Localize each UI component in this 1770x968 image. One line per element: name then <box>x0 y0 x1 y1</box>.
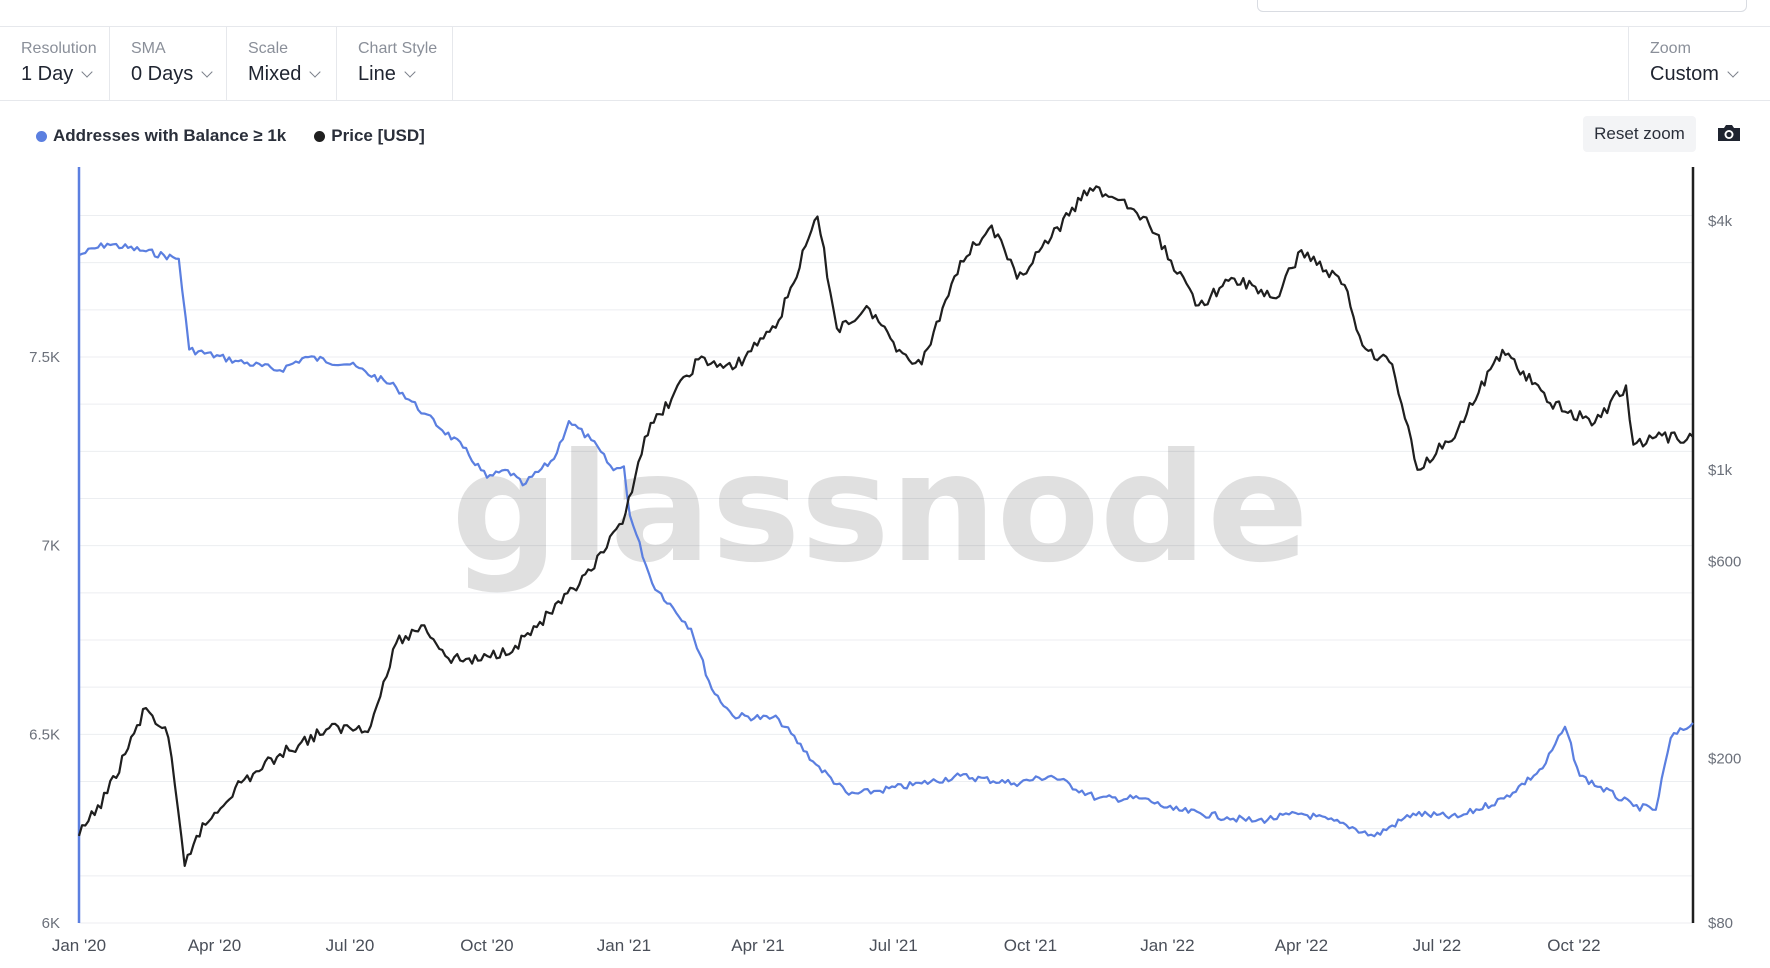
y-right-tick-label: $600 <box>1708 553 1741 570</box>
x-tick-label: Apr '20 <box>188 936 241 955</box>
chevron-down-icon <box>81 66 93 78</box>
x-tick-label: Jan '21 <box>597 936 651 955</box>
x-axis: Jan '20 Apr '20 Jul '20 Oct '20 Jan '21 Apr '… <box>52 936 1601 955</box>
x-tick-label: Jan '22 <box>1140 936 1194 955</box>
addresses-series-line[interactable] <box>78 242 1694 838</box>
sma-label: SMA <box>131 40 166 57</box>
y-right-tick-label: $4k <box>1708 213 1733 230</box>
x-tick-label: Jul '20 <box>326 936 375 955</box>
legend-item-addresses[interactable]: Addresses with Balance ≥ 1k <box>36 126 286 146</box>
x-tick-label: Apr '21 <box>731 936 784 955</box>
chevron-down-icon <box>201 66 213 78</box>
resolution-dropdown[interactable]: Resolution 1 Day <box>0 27 110 100</box>
y-left-tick-label: 6K <box>42 915 60 932</box>
x-tick-label: Jul '22 <box>1413 936 1462 955</box>
series-lines <box>77 185 1694 867</box>
legend-item-price[interactable]: Price [USD] <box>314 126 425 146</box>
legend-label-price: Price [USD] <box>331 126 425 145</box>
watermark-logo: glassnode <box>451 422 1309 596</box>
left-y-axis: 6K 6.5K 7K 7.5K <box>29 349 60 932</box>
top-strip <box>0 0 1770 27</box>
chart-style-dropdown[interactable]: Chart Style Line <box>337 27 453 100</box>
resolution-label: Resolution <box>21 40 97 57</box>
chevron-down-icon <box>404 66 416 78</box>
y-right-tick-label: $80 <box>1708 915 1733 932</box>
search-input[interactable] <box>1257 0 1747 12</box>
legend-dot-icon <box>36 130 47 142</box>
y-left-tick-label: 7K <box>42 538 60 555</box>
zoom-dropdown[interactable]: Zoom Custom <box>1628 27 1770 100</box>
resolution-value: 1 Day <box>21 63 74 85</box>
zoom-label: Zoom <box>1650 40 1691 57</box>
x-tick-label: Jan '20 <box>52 936 106 955</box>
right-y-axis: $80 $200 $600 $1k $4k <box>1708 213 1741 932</box>
scale-value: Mixed <box>248 63 302 85</box>
sma-value: 0 Days <box>131 63 194 85</box>
chevron-down-icon <box>309 66 322 78</box>
y-right-tick-label: $1k <box>1708 462 1733 479</box>
sma-dropdown[interactable]: SMA 0 Days <box>110 27 227 100</box>
chart-style-label: Chart Style <box>358 40 438 57</box>
legend-label-addresses: Addresses with Balance ≥ 1k <box>53 126 287 145</box>
scale-dropdown[interactable]: Scale Mixed <box>227 27 337 100</box>
legend-dot-icon <box>314 130 326 142</box>
zoom-value: Custom <box>1650 63 1719 85</box>
chart-toolbar: Resolution 1 Day SMA 0 Days Scale Mixed … <box>0 27 1770 101</box>
x-tick-label: Jul '21 <box>869 936 918 955</box>
x-tick-label: Oct '20 <box>460 936 513 955</box>
camera-icon[interactable] <box>1716 122 1742 144</box>
gridlines <box>79 215 1693 924</box>
x-tick-label: Oct '22 <box>1547 936 1600 955</box>
y-left-tick-label: 6.5K <box>29 726 60 743</box>
price-series-line[interactable] <box>77 185 1694 867</box>
chart-legend: Addresses with Balance ≥ 1k Price [USD] <box>36 126 425 146</box>
x-tick-label: Oct '21 <box>1004 936 1057 955</box>
chart-style-value: Line <box>358 63 396 85</box>
y-right-tick-label: $200 <box>1708 751 1741 768</box>
x-tick-label: Apr '22 <box>1275 936 1328 955</box>
scale-label: Scale <box>248 40 289 57</box>
reset-zoom-button[interactable]: Reset zoom <box>1583 116 1696 152</box>
chevron-down-icon <box>1727 66 1739 78</box>
chart-area[interactable]: glassnode 6K 6.5K 7K 7.5K $80 $200 $600 $1k $4k… <box>0 155 1770 968</box>
y-left-tick-label: 7.5K <box>29 349 60 366</box>
